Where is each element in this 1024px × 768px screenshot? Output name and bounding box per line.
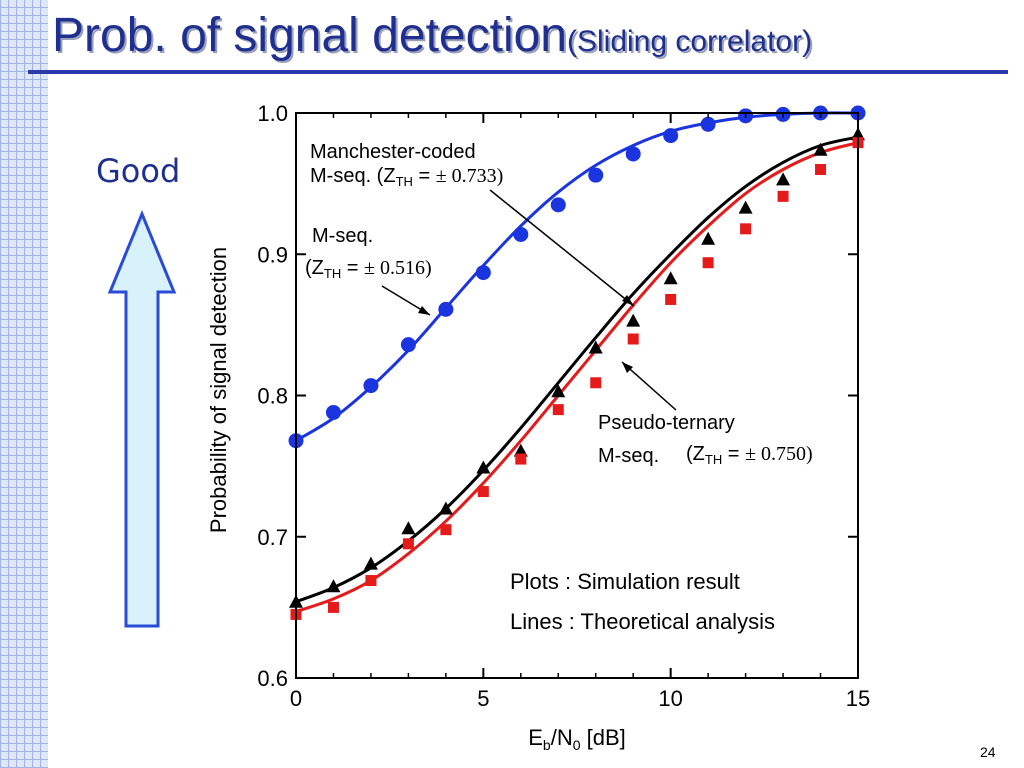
chart-axes (295, 112, 859, 679)
point-mseq (326, 579, 341, 593)
slide-title: Prob. of signal detection(Sliding correl… (52, 8, 812, 63)
point-mseq (701, 231, 716, 245)
point-pseudo_ternary (440, 524, 452, 536)
point-manchester (513, 226, 529, 242)
annotation-arrowhead-mseq (418, 306, 430, 315)
theory-line-manchester (295, 111, 859, 442)
annotation-manchester-line2: M-seq. (ZTH = ± 0.733) (310, 165, 503, 189)
point-pseudo_ternary (777, 190, 789, 202)
good-label: Good (96, 152, 181, 190)
y-tick-label: 0.9 (257, 242, 288, 267)
annotation-arrowhead-pt (622, 362, 633, 373)
point-pseudo_ternary (552, 404, 564, 416)
point-mseq (738, 200, 753, 214)
annotation-manchester: Manchester-coded M-seq. (ZTH = ± 0.733) (310, 141, 635, 307)
point-pseudo_ternary (815, 164, 827, 175)
annotation-arrow-manchester (489, 189, 635, 307)
point-pseudo_ternary (327, 601, 339, 613)
point-pseudo_ternary (477, 486, 489, 498)
point-mseq (476, 460, 491, 474)
x-tick-label: 0 (290, 686, 302, 711)
slide-title-main: Prob. of signal detection (52, 9, 567, 62)
x-tick-label: 15 (846, 686, 870, 711)
x-tick-label: 10 (658, 686, 682, 711)
point-manchester (663, 128, 679, 144)
point-manchester (475, 265, 491, 281)
point-mseq (363, 556, 378, 570)
point-pseudo_ternary (665, 293, 677, 305)
point-manchester (438, 301, 454, 317)
point-pseudo_ternary (365, 575, 377, 587)
point-mseq (513, 443, 528, 457)
annotation-mseq: M-seq. (ZTH = ± 0.516) (305, 225, 432, 316)
point-manchester (325, 404, 341, 420)
point-mseq (776, 172, 791, 186)
point-mseq (663, 271, 678, 285)
theory-lines (295, 111, 859, 614)
point-mseq (438, 501, 453, 515)
point-mseq (588, 340, 603, 354)
point-mseq (813, 142, 828, 156)
y-tick-label: 0.6 (257, 666, 288, 691)
point-pseudo_ternary (740, 223, 752, 235)
annotation-pt-threshold: (ZTH = ± 0.750) (686, 443, 813, 467)
theory-line-pseudo_ternary (295, 141, 859, 614)
annotation-mseq-line2: (ZTH = ± 0.516) (305, 257, 432, 281)
x-axis-label: Eb/N0 [dB] (528, 725, 626, 753)
tick-labels: 0 5 10 15 0.6 0.7 0.8 0.9 1.0 (257, 101, 870, 711)
annotation-arrowhead-manchester (622, 295, 634, 306)
point-mseq (551, 384, 566, 398)
point-mseq (401, 521, 416, 535)
point-pseudo_ternary (590, 377, 602, 389)
x-tick-label: 5 (477, 686, 489, 711)
legend-lines-note: Lines : Theoretical analysis (510, 609, 775, 634)
point-manchester (588, 167, 604, 183)
point-manchester (700, 116, 716, 132)
point-manchester (363, 378, 379, 394)
legend-plots-note: Plots : Simulation result (510, 569, 740, 594)
point-pseudo_ternary (627, 333, 639, 345)
y-tick-label: 1.0 (257, 101, 288, 126)
annotation-manchester-line1: Manchester-coded (310, 141, 476, 163)
annotation-mseq-line1: M-seq. (312, 225, 373, 247)
y-tick-label: 0.8 (257, 384, 288, 409)
point-pseudo_ternary (702, 257, 714, 269)
theory-line-mseq (295, 135, 859, 604)
page-number: 24 (980, 744, 996, 760)
annotation-arrow-pt (621, 361, 677, 411)
point-manchester (550, 197, 566, 213)
y-axis-label: Probability of signal detection (206, 247, 231, 533)
annotation-pt-line1: Pseudo-ternary (598, 412, 735, 434)
decorative-grid-strip (0, 0, 48, 768)
point-pseudo_ternary (402, 538, 414, 550)
point-manchester (625, 146, 641, 162)
point-mseq (626, 313, 641, 327)
y-tick-label: 0.7 (257, 525, 288, 550)
annotation-pseudo-ternary: Pseudo-ternary M-seq. (ZTH = ± 0.750) (598, 361, 813, 467)
slide-title-subtitle: (Sliding correlator) (567, 25, 813, 58)
annotation-pt-line2: M-seq. (598, 445, 659, 467)
point-pseudo_ternary (515, 453, 527, 465)
point-manchester (400, 337, 416, 353)
up-arrow-icon (107, 210, 177, 628)
title-underline (28, 70, 1008, 74)
